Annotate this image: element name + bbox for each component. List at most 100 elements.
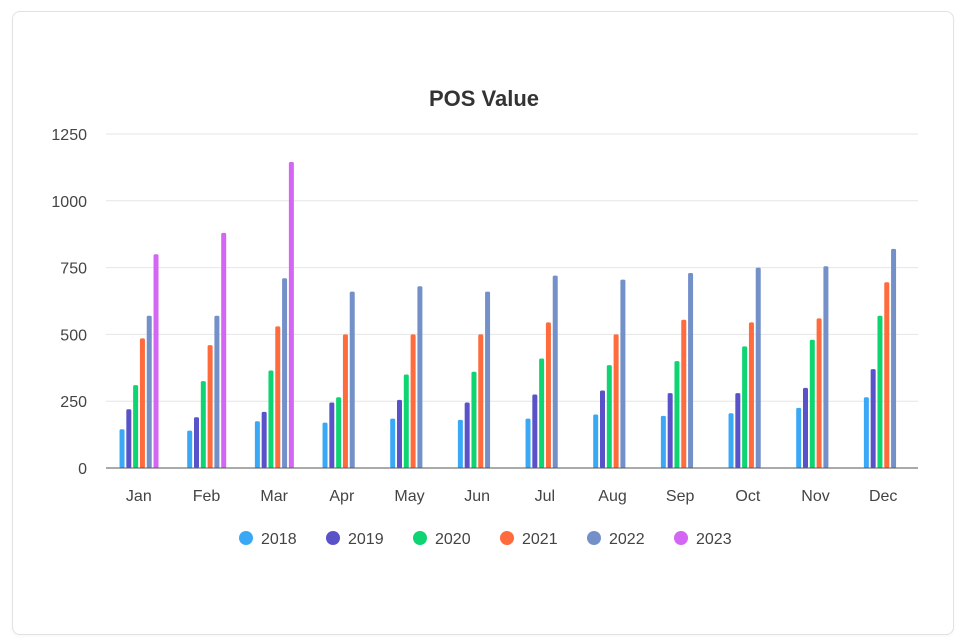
bar-2020-nov[interactable] <box>809 339 815 468</box>
y-tick-label: 250 <box>60 394 87 411</box>
y-tick-label: 750 <box>60 261 87 278</box>
bar-2018-sep[interactable] <box>660 415 666 468</box>
chart-card <box>12 11 954 635</box>
bar-2021-nov[interactable] <box>816 318 822 468</box>
bar-2021-oct[interactable] <box>748 322 754 468</box>
legend-marker <box>500 531 514 545</box>
bar-2022-jan[interactable] <box>146 315 152 468</box>
bar-2019-dec[interactable] <box>870 369 876 468</box>
bar-2023-jan[interactable] <box>153 254 159 468</box>
bar-2019-jul[interactable] <box>532 394 538 468</box>
legend-item-2018[interactable]: 2018 <box>239 531 297 548</box>
bar-2018-jan[interactable] <box>119 429 125 468</box>
bar-2021-jan[interactable] <box>139 338 145 468</box>
bar-2019-feb[interactable] <box>194 417 199 468</box>
legend-item-2021[interactable]: 2021 <box>500 531 558 548</box>
y-tick-label: 1000 <box>51 194 87 211</box>
bar-2020-apr[interactable] <box>336 397 342 468</box>
bar-2022-sep[interactable] <box>688 272 694 468</box>
bar-2018-dec[interactable] <box>863 397 869 468</box>
bar-2019-sep[interactable] <box>667 393 673 468</box>
x-tick-label: Aug <box>598 488 626 505</box>
bar-2018-apr[interactable] <box>322 422 328 468</box>
bar-2020-mar[interactable] <box>268 370 274 468</box>
bar-2018-may[interactable] <box>390 418 396 468</box>
legend-label: 2018 <box>261 531 297 548</box>
bar-2019-may[interactable] <box>397 399 402 468</box>
x-tick-label: Jan <box>126 488 152 505</box>
bar-2021-apr[interactable] <box>342 334 348 468</box>
bar-2019-mar[interactable] <box>261 411 267 468</box>
bars <box>119 162 897 468</box>
chart-title: POS Value <box>429 86 539 111</box>
bar-2018-feb[interactable] <box>187 430 193 468</box>
y-tick-label: 0 <box>78 461 87 478</box>
bar-2021-jul[interactable] <box>545 322 551 468</box>
bar-2021-jun[interactable] <box>478 334 484 468</box>
legend-item-2019[interactable]: 2019 <box>326 531 384 548</box>
bar-2020-may[interactable] <box>403 374 409 468</box>
x-tick-label: Dec <box>869 488 897 505</box>
bar-2022-mar[interactable] <box>282 278 288 468</box>
x-tick-label: Feb <box>193 488 221 505</box>
legend-item-2023[interactable]: 2023 <box>674 531 732 548</box>
legend: 2018 2019 2020 2021 2022 2023 <box>239 531 732 548</box>
bar-2019-nov[interactable] <box>803 387 808 468</box>
x-tick-label: May <box>394 488 424 505</box>
bar-2020-jun[interactable] <box>471 371 477 468</box>
bar-2023-feb[interactable] <box>221 232 227 468</box>
bar-2018-aug[interactable] <box>593 414 599 468</box>
legend-label: 2022 <box>609 531 645 548</box>
bar-2022-nov[interactable] <box>823 266 829 468</box>
legend-marker <box>674 531 688 545</box>
x-axis-ticks: Jan Feb Mar Apr May Jun Jul Aug Sep Oct Nov Dec <box>126 488 897 505</box>
bar-2018-oct[interactable] <box>728 413 734 468</box>
bar-2020-jul[interactable] <box>539 358 545 468</box>
bar-2018-mar[interactable] <box>254 421 260 468</box>
bar-2019-aug[interactable] <box>600 390 605 468</box>
bar-2022-dec[interactable] <box>891 248 897 468</box>
bar-2020-dec[interactable] <box>877 315 883 468</box>
bar-2022-aug[interactable] <box>620 279 626 468</box>
legend-label: 2021 <box>522 531 558 548</box>
bar-2020-oct[interactable] <box>742 346 748 468</box>
x-tick-label: Mar <box>260 488 288 505</box>
bar-2018-nov[interactable] <box>796 407 802 468</box>
legend-marker <box>413 531 427 545</box>
y-axis-ticks: 0 250 500 750 1000 1250 <box>51 127 87 478</box>
bar-2021-mar[interactable] <box>275 326 281 468</box>
bar-2022-jul[interactable] <box>552 275 558 468</box>
bar-2019-oct[interactable] <box>735 393 741 468</box>
legend-label: 2023 <box>696 531 732 548</box>
bar-2022-oct[interactable] <box>755 267 761 468</box>
x-tick-label: Jun <box>464 488 490 505</box>
legend-marker <box>587 531 601 545</box>
bar-2020-aug[interactable] <box>606 365 612 468</box>
bar-2021-may[interactable] <box>410 334 416 468</box>
legend-item-2022[interactable]: 2022 <box>587 531 645 548</box>
bar-2019-jun[interactable] <box>464 402 470 468</box>
bar-2021-feb[interactable] <box>207 345 213 468</box>
bar-2020-feb[interactable] <box>200 381 206 468</box>
bar-2022-jun[interactable] <box>485 291 491 468</box>
legend-label: 2019 <box>348 531 384 548</box>
x-tick-label: Apr <box>329 488 355 505</box>
bar-2020-jan[interactable] <box>133 385 139 468</box>
bar-2022-may[interactable] <box>417 286 423 468</box>
bar-2019-jan[interactable] <box>126 409 132 468</box>
bar-2021-dec[interactable] <box>884 282 890 468</box>
legend-item-2020[interactable]: 2020 <box>413 531 471 548</box>
bar-2022-apr[interactable] <box>349 291 355 468</box>
bar-2022-feb[interactable] <box>214 315 220 468</box>
bar-2018-jul[interactable] <box>525 418 531 468</box>
bar-2018-jun[interactable] <box>457 419 463 468</box>
bar-2020-sep[interactable] <box>674 361 680 468</box>
legend-marker <box>239 531 253 545</box>
bar-2023-mar[interactable] <box>288 162 294 468</box>
bar-2021-sep[interactable] <box>681 319 687 468</box>
x-tick-label: Nov <box>801 488 829 505</box>
y-tick-label: 500 <box>60 327 87 344</box>
bar-2019-apr[interactable] <box>329 402 335 468</box>
bar-2021-aug[interactable] <box>613 334 619 468</box>
